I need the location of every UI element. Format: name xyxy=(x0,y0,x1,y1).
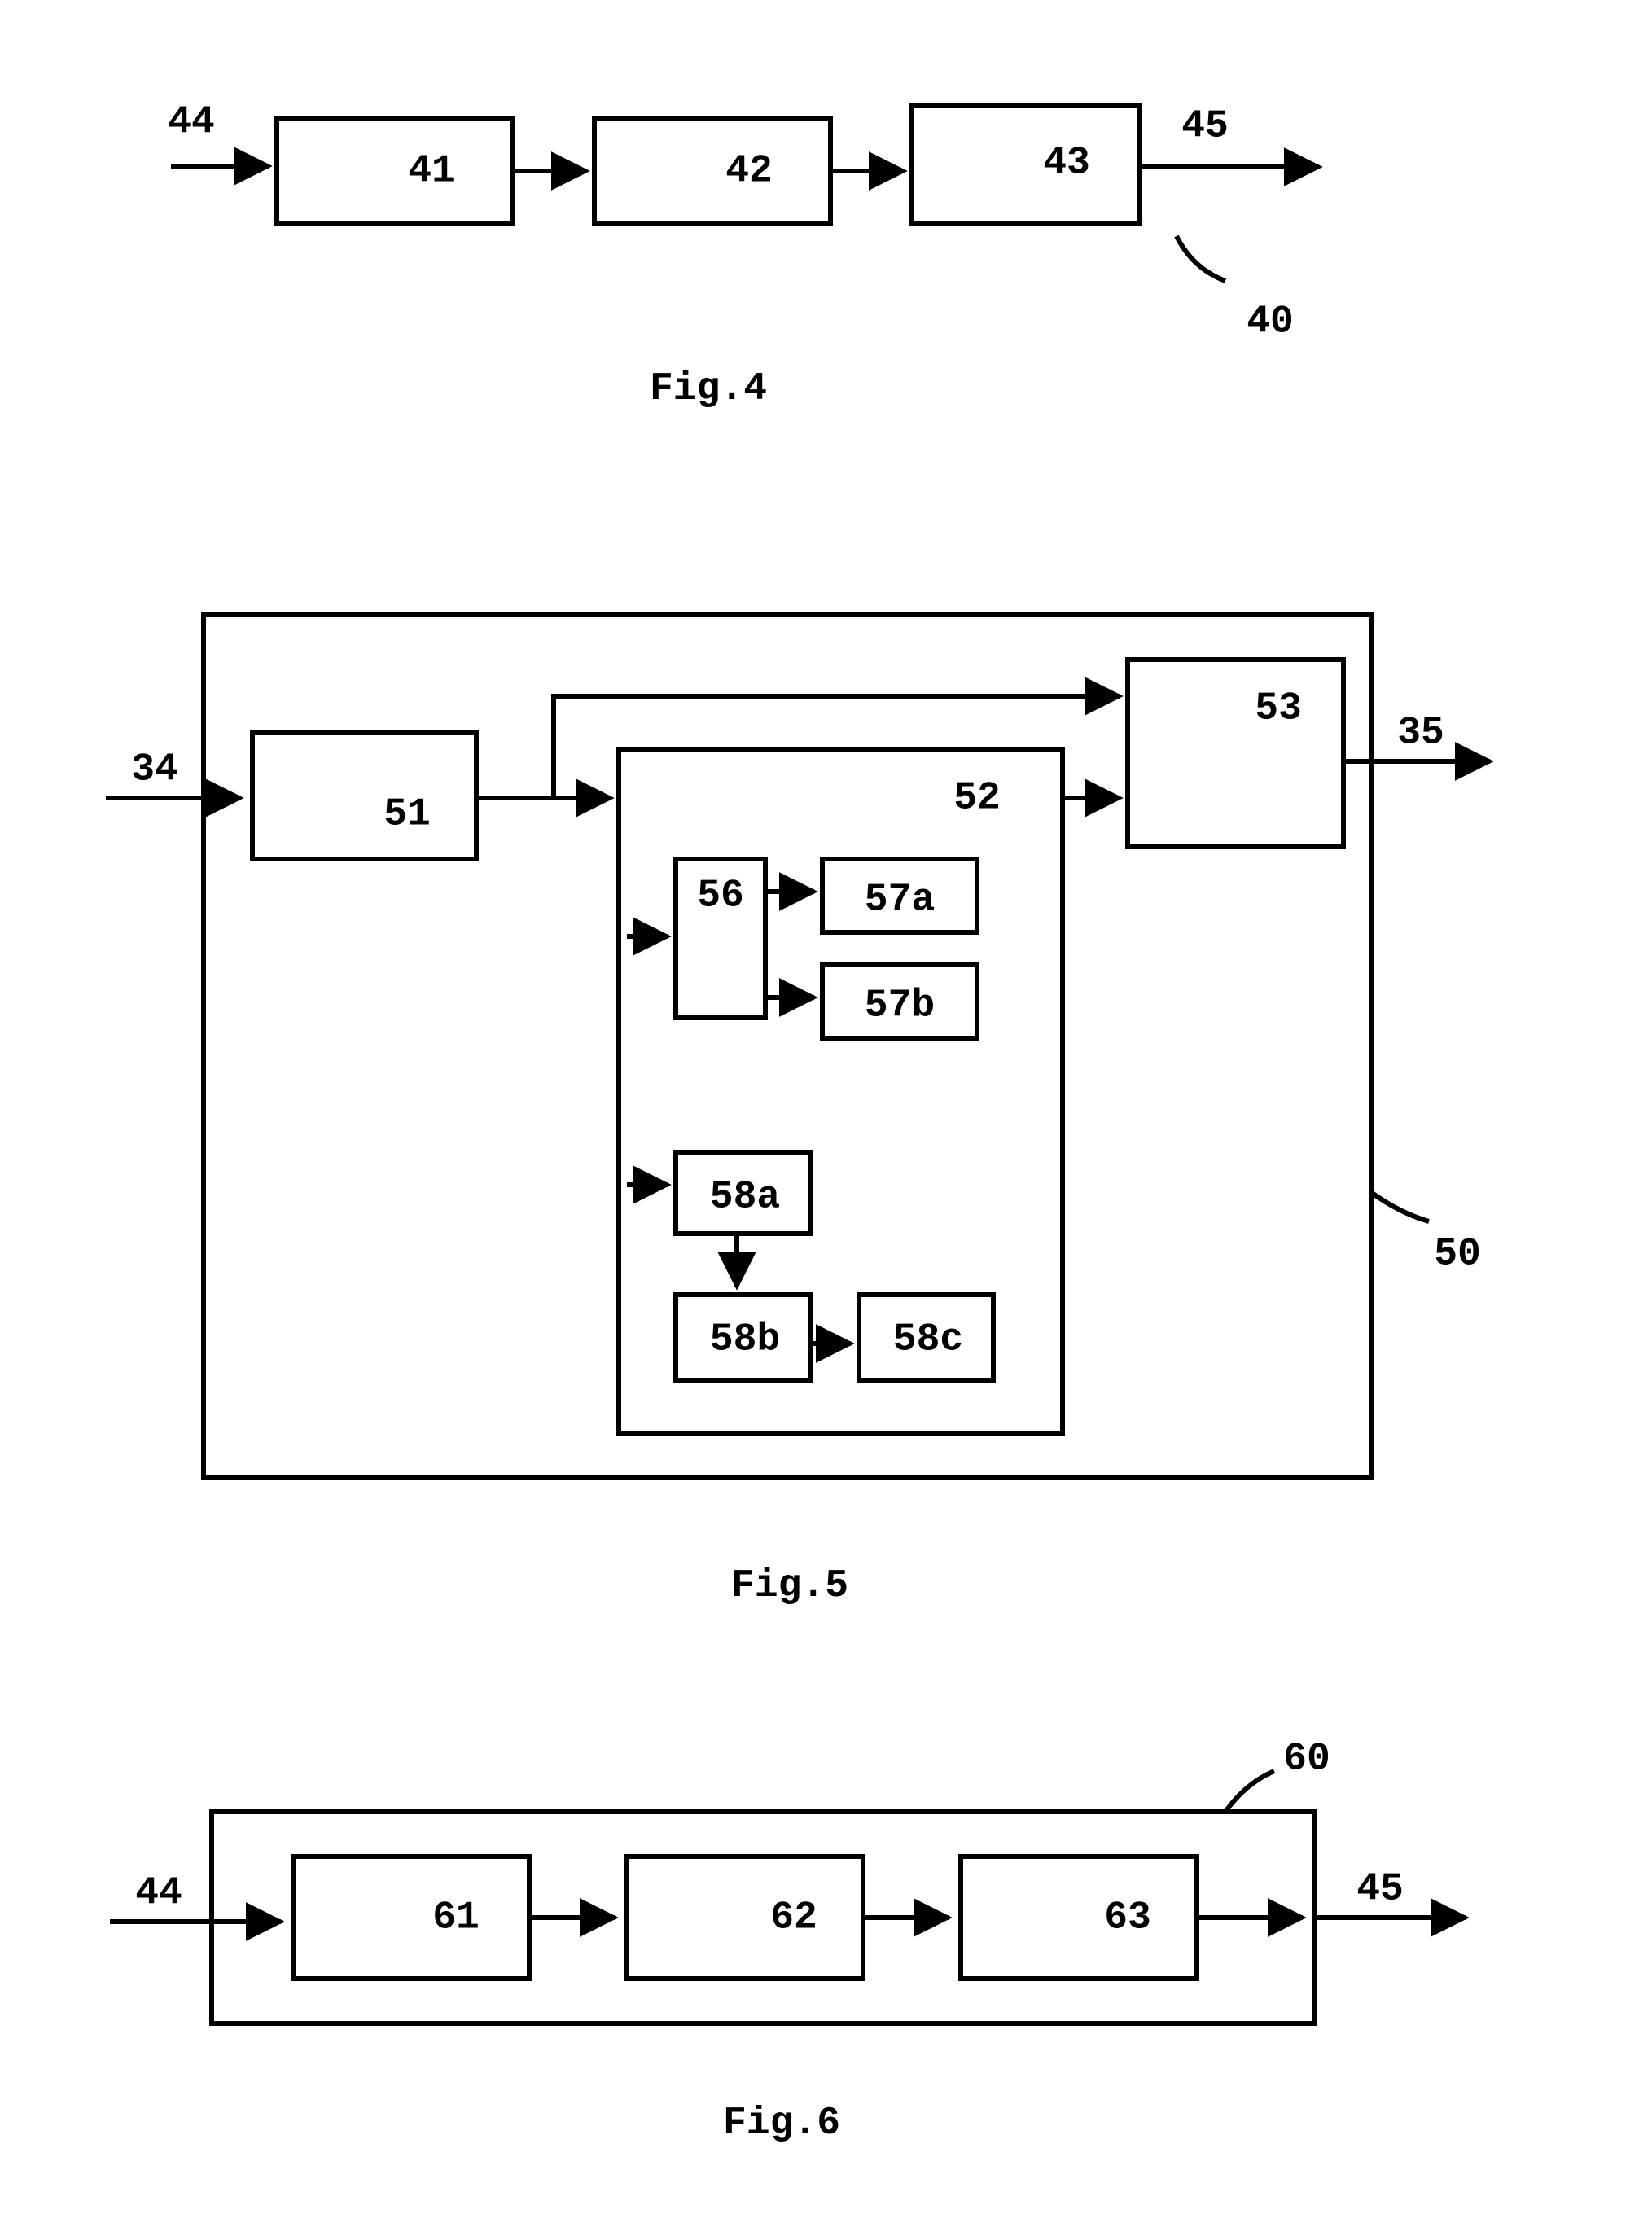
label-34: 34 xyxy=(131,748,178,792)
block-42 xyxy=(594,118,830,224)
diagram-canvas: 44 41 42 43 45 40 Fig.4 50 34 51 xyxy=(0,0,1652,2227)
label-63: 63 xyxy=(1104,1896,1151,1940)
label-57a: 57a xyxy=(865,879,935,923)
label-57b: 57b xyxy=(865,984,935,1028)
figure-4: 44 41 42 43 45 40 Fig.4 xyxy=(168,101,1319,411)
label-53: 53 xyxy=(1255,687,1302,731)
label-44: 44 xyxy=(168,101,215,145)
label-52: 52 xyxy=(953,777,1001,821)
label-62: 62 xyxy=(770,1896,817,1940)
label-61: 61 xyxy=(432,1896,480,1940)
label-58c: 58c xyxy=(893,1318,963,1362)
block-61 xyxy=(293,1857,529,1979)
label-50: 50 xyxy=(1434,1233,1481,1277)
leader-60 xyxy=(1225,1771,1274,1812)
block-51 xyxy=(252,733,476,859)
block-53 xyxy=(1128,660,1343,847)
figure-6: 60 44 61 62 63 45 Fig.6 xyxy=(110,1738,1466,2146)
label-35: 35 xyxy=(1397,712,1444,756)
label-58b: 58b xyxy=(710,1318,780,1362)
caption-fig5: Fig.5 xyxy=(731,1564,848,1608)
label-44-fig6: 44 xyxy=(135,1872,182,1916)
label-60: 60 xyxy=(1283,1738,1330,1782)
caption-fig6: Fig.6 xyxy=(723,2102,840,2146)
block-52 xyxy=(619,749,1063,1433)
block-62 xyxy=(627,1857,863,1979)
block-63 xyxy=(961,1857,1197,1979)
caption-fig4: Fig.4 xyxy=(650,367,767,411)
label-51: 51 xyxy=(383,793,431,837)
label-56: 56 xyxy=(697,875,744,918)
block-41 xyxy=(277,118,513,224)
label-43: 43 xyxy=(1043,142,1090,186)
label-41: 41 xyxy=(408,150,455,194)
label-42: 42 xyxy=(725,150,773,194)
label-45-fig4: 45 xyxy=(1181,105,1229,149)
leader-40 xyxy=(1177,236,1225,281)
label-45-fig6: 45 xyxy=(1356,1868,1404,1912)
label-40: 40 xyxy=(1247,300,1294,344)
container-50 xyxy=(204,615,1372,1478)
label-58a: 58a xyxy=(710,1176,780,1220)
leader-50 xyxy=(1372,1193,1429,1221)
figure-5: 50 34 51 52 56 57a 57b 58a xyxy=(106,615,1490,1608)
block-43 xyxy=(912,106,1140,224)
